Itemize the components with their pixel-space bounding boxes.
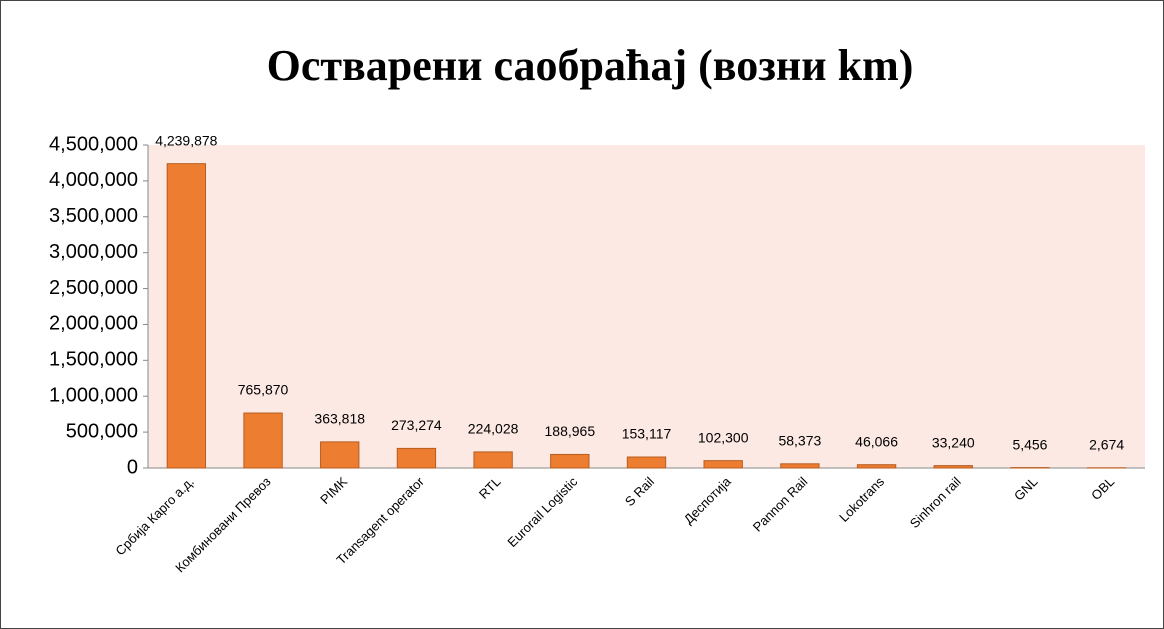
y-tick-label: 500,000 <box>66 420 138 442</box>
bar <box>166 163 207 469</box>
bar <box>626 456 667 469</box>
bar <box>856 464 897 469</box>
bar <box>933 465 973 469</box>
bar <box>550 453 590 469</box>
value-label: 58,373 <box>778 433 821 449</box>
y-tick-label: 3,000,000 <box>49 241 138 263</box>
bar <box>473 451 513 469</box>
value-label: 273,274 <box>391 417 442 433</box>
plot-area <box>148 145 1145 468</box>
bar <box>703 460 743 469</box>
value-label: 33,240 <box>932 434 975 450</box>
value-label: 5,456 <box>1012 436 1047 452</box>
value-label: 102,300 <box>698 429 749 445</box>
y-tick-label: 1,000,000 <box>49 385 138 407</box>
bar <box>780 463 820 469</box>
y-tick-label: 1,500,000 <box>49 349 138 371</box>
y-tick-label: 2,500,000 <box>49 277 138 299</box>
y-tick-label: 4,500,000 <box>49 133 138 155</box>
bar <box>320 441 360 469</box>
y-tick-label: 3,500,000 <box>49 205 138 227</box>
value-label: 46,066 <box>855 433 898 449</box>
value-label: 2,674 <box>1089 437 1124 453</box>
value-label: 363,818 <box>314 411 365 427</box>
y-tick-label: 0 <box>127 456 138 478</box>
value-label: 224,028 <box>468 421 519 437</box>
y-tick-label: 2,000,000 <box>49 313 138 335</box>
value-label: 188,965 <box>545 423 596 439</box>
chart-title: Остварени саобраћај (возни km) <box>267 41 914 90</box>
y-tick-label: 4,000,000 <box>49 169 138 191</box>
bar <box>243 412 283 469</box>
value-label: 4,239,878 <box>155 132 217 148</box>
value-label: 153,117 <box>622 426 672 442</box>
value-label: 765,870 <box>238 382 289 398</box>
bar <box>396 447 437 469</box>
